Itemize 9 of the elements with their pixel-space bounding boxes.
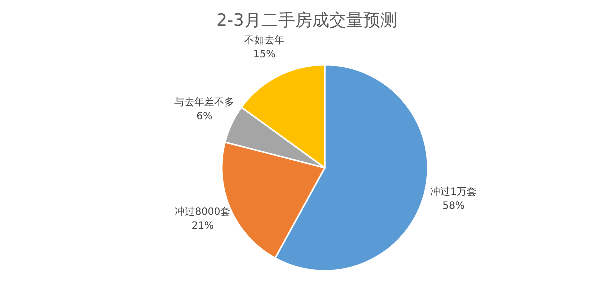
slice-label: 与去年差不多 xyxy=(174,96,235,108)
data-label: 58% xyxy=(442,201,465,212)
data-label: 21% xyxy=(192,220,214,232)
slice-label: 冲过1万套 xyxy=(430,186,478,198)
chart-title: 2-3月二手房成交量预测 xyxy=(216,11,398,31)
slice-label: 冲过8000套 xyxy=(175,206,231,218)
data-label: 15% xyxy=(254,49,276,60)
data-label: 6% xyxy=(196,111,213,122)
slice-label: 不如去年 xyxy=(244,34,285,46)
